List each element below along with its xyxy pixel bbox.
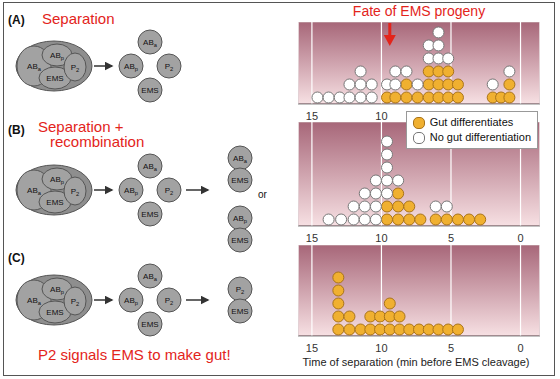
html-text:No gut differentiation: No gut differentiation [429,131,531,143]
svg-text:P2 signals EMS to make gut!: P2 signals EMS to make gut! [38,346,231,363]
svg-text:ABa: ABa [27,62,42,72]
svg-text:5: 5 [448,232,454,244]
svg-text:recombination: recombination [50,133,144,150]
svg-text:P2: P2 [165,296,174,306]
svg-text:P2: P2 [236,285,245,295]
svg-text:or: or [258,189,268,200]
svg-text:ABp: ABp [124,186,138,196]
svg-text:P2: P2 [71,187,80,197]
svg-text:(B): (B) [8,123,25,137]
svg-text:15: 15 [306,232,318,244]
svg-text:ABp: ABp [124,62,138,72]
svg-text:ABp: ABp [50,175,64,185]
svg-text:(A): (A) [8,13,25,27]
svg-text:P2: P2 [165,62,174,72]
svg-text:ABa: ABa [27,296,42,306]
svg-text:Separation: Separation [42,10,115,27]
svg-text:0: 0 [517,342,523,354]
html-text:Time of separation (min before: Time of separation (min before EMS cleav… [302,356,530,368]
svg-text:10: 10 [375,342,387,354]
svg-text:EMS: EMS [141,210,158,219]
svg-text:EMS: EMS [231,176,248,185]
svg-text:EMS: EMS [46,74,63,83]
svg-text:ABa: ABa [143,272,158,282]
svg-text:ABp: ABp [124,296,138,306]
html-text:Fate of EMS progeny: Fate of EMS progeny [352,3,486,19]
svg-text:10: 10 [375,232,387,244]
svg-text:EMS: EMS [46,308,63,317]
svg-text:10: 10 [375,110,387,122]
svg-text:EMS: EMS [231,236,248,245]
svg-text:ABp: ABp [50,285,64,295]
svg-text:EMS: EMS [141,86,158,95]
svg-text:ABa: ABa [233,154,248,164]
svg-text:P2: P2 [71,297,80,307]
svg-text:P2: P2 [71,63,80,73]
svg-text:EMS: EMS [231,307,248,316]
svg-text:Separation +: Separation + [38,118,124,135]
svg-text:P2: P2 [165,186,174,196]
svg-text:EMS: EMS [46,198,63,207]
svg-text:ABa: ABa [143,38,158,48]
svg-text:0: 0 [517,232,523,244]
svg-text:ABa: ABa [143,162,158,172]
html-text:Gut differentiates: Gut differentiates [429,116,514,128]
svg-text:5: 5 [448,342,454,354]
svg-text:(C): (C) [8,251,25,265]
svg-text:EMS: EMS [141,320,158,329]
svg-text:15: 15 [306,342,318,354]
svg-text:15: 15 [306,110,318,122]
svg-text:ABp: ABp [50,51,64,61]
svg-text:ABp: ABp [233,214,247,224]
svg-text:ABa: ABa [27,186,42,196]
